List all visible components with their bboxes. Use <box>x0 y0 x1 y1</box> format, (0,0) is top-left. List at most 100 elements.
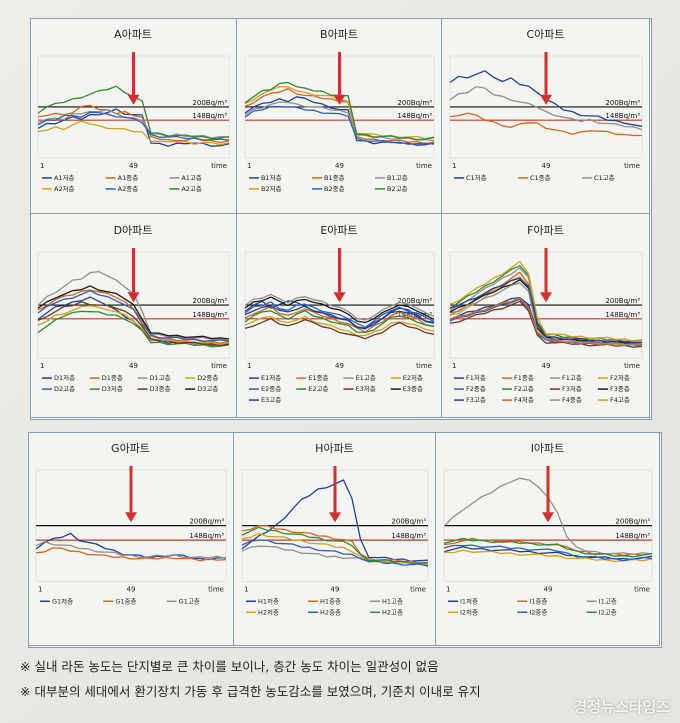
legend-label: A1저층 <box>54 173 75 182</box>
legend-label: F4고층 <box>610 395 630 404</box>
x-tick-label: 1 <box>247 162 251 170</box>
chart-svg: 200Bq/m³ 148Bq/m³ 1 49 time I1저층 I1중층 I1고층 I2저층 I… <box>443 466 653 616</box>
legend-label: I2저층 <box>460 607 478 616</box>
reference-label-148: 148Bq/m³ <box>605 311 640 319</box>
x-tick-label: 49 <box>335 362 344 370</box>
reference-label-148: 148Bq/m³ <box>615 532 650 540</box>
legend-label: G1중층 <box>115 596 136 605</box>
chart-title: F아파트 <box>527 224 564 237</box>
reference-label-148: 148Bq/m³ <box>397 112 432 120</box>
series-line <box>244 293 435 321</box>
legend-label: E3고층 <box>261 395 281 404</box>
legend-label: E1고층 <box>356 373 376 382</box>
chart-panel: G아파트 200Bq/m³ 148Bq/m³ 1 49 time G1저층 G1중층 G1고층 <box>28 432 234 646</box>
series-line <box>241 526 429 565</box>
legend-label: F4저층 <box>514 395 534 404</box>
series-line <box>244 101 435 142</box>
chart-title: G아파트 <box>111 442 150 455</box>
series-line <box>449 277 643 344</box>
series-line <box>449 260 643 342</box>
chart-title: H아파트 <box>315 442 354 455</box>
note-line: ※ 실내 라돈 농도는 단지별로 큰 차이를 보이나, 층간 농도 차이는 일관… <box>20 659 439 674</box>
legend-label: B2저층 <box>261 184 282 193</box>
legend-label: E2중층 <box>261 384 281 393</box>
x-tick-label: time <box>624 162 640 170</box>
legend-label: D2중층 <box>197 373 218 382</box>
chart-svg: 200Bq/m³ 148Bq/m³ 1 49 time G1저층 G1중층 G1고층 <box>35 466 227 605</box>
reference-label-200: 200Bq/m³ <box>615 518 650 526</box>
chart-title: D아파트 <box>113 224 153 237</box>
legend-label: F1저층 <box>466 373 486 382</box>
legend-label: A1고층 <box>181 173 202 182</box>
series-line <box>244 317 435 340</box>
reference-label-148: 148Bq/m³ <box>391 532 426 540</box>
chart-panel: H아파트 200Bq/m³ 148Bq/m³ 1 49 time H1저층 H1중층 H1고층 H… <box>234 432 436 646</box>
x-tick-label: time <box>410 585 426 593</box>
chart-panel: A아파트 200Bq/m³ 148Bq/m³ 1 49 time A1저층 A1중층 A1고층 A… <box>30 18 237 214</box>
x-tick-label: 49 <box>129 362 138 370</box>
reference-label-148: 148Bq/m³ <box>605 112 640 120</box>
legend-label: B1고층 <box>387 173 408 182</box>
series-line <box>37 290 230 342</box>
series-line <box>244 305 435 333</box>
reference-label-200: 200Bq/m³ <box>605 99 640 107</box>
chart-panel: F아파트 200Bq/m³ 148Bq/m³ 1 49 time F1저층 F1중층 F1고층 F… <box>442 214 650 418</box>
x-tick-label: 49 <box>542 362 551 370</box>
reference-label-200: 200Bq/m³ <box>192 297 227 305</box>
x-tick-label: 1 <box>40 162 44 170</box>
legend-label: D1중층 <box>102 373 123 382</box>
legend-label: I1중층 <box>529 596 547 605</box>
x-tick-label: 49 <box>335 162 344 170</box>
series-line <box>244 305 435 330</box>
legend-label: E1중층 <box>308 373 328 382</box>
x-tick-label: 49 <box>127 585 136 593</box>
x-tick-label: time <box>416 162 432 170</box>
legend-label: E2고층 <box>308 384 328 393</box>
legend-label: F1고층 <box>562 373 582 382</box>
x-tick-label: 49 <box>544 585 553 593</box>
legend-label: C1저층 <box>466 173 487 182</box>
legend-label: A2저층 <box>54 184 75 193</box>
legend-label: H1저층 <box>258 596 279 605</box>
intervention-arrow-head <box>542 512 554 523</box>
legend-label: C1중층 <box>530 173 551 182</box>
legend-label: B2고층 <box>387 184 408 193</box>
reference-label-148: 148Bq/m³ <box>189 532 224 540</box>
legend-label: B1중층 <box>324 173 345 182</box>
series-line <box>449 112 642 137</box>
legend-label: D3고층 <box>197 384 218 393</box>
chart-panel: I아파트 200Bq/m³ 148Bq/m³ 1 49 time I1저층 I1중층 I1고층 I… <box>436 432 660 646</box>
legend-label: F2중층 <box>466 384 486 393</box>
chart-panel: D아파트 200Bq/m³ 148Bq/m³ 1 49 time D1저층 D1중층 D1고층 D… <box>30 214 237 418</box>
intervention-arrow-head <box>329 512 341 523</box>
legend-label: F4중층 <box>562 395 582 404</box>
intervention-arrow-head <box>540 292 552 303</box>
legend-label: G1저층 <box>52 596 73 605</box>
reference-label-200: 200Bq/m³ <box>391 518 426 526</box>
series-line <box>37 111 230 141</box>
series-line <box>37 310 230 348</box>
intervention-arrow-head <box>333 94 346 105</box>
chart-title: E아파트 <box>320 224 358 237</box>
chart-title: I아파트 <box>530 442 565 455</box>
series-line <box>241 524 429 565</box>
chart-title: A아파트 <box>114 28 152 41</box>
legend-label: F1중층 <box>514 373 534 382</box>
legend-label: F2고층 <box>514 384 534 393</box>
intervention-arrow-head <box>125 512 137 523</box>
legend-label: H1중층 <box>320 596 341 605</box>
chart-title: B아파트 <box>320 28 358 41</box>
x-tick-label: 1 <box>247 362 251 370</box>
reference-label-200: 200Bq/m³ <box>605 297 640 305</box>
legend-label: A2중층 <box>118 184 139 193</box>
series-line <box>443 549 653 563</box>
series-line <box>244 105 435 145</box>
reference-label-200: 200Bq/m³ <box>189 518 224 526</box>
x-tick-label: 49 <box>542 162 551 170</box>
legend-label: H2고층 <box>382 607 403 616</box>
legend-label: A1중층 <box>118 173 139 182</box>
intervention-arrow-head <box>127 292 140 303</box>
series-line <box>244 296 435 324</box>
series-line <box>35 547 227 562</box>
x-tick-label: time <box>416 362 432 370</box>
